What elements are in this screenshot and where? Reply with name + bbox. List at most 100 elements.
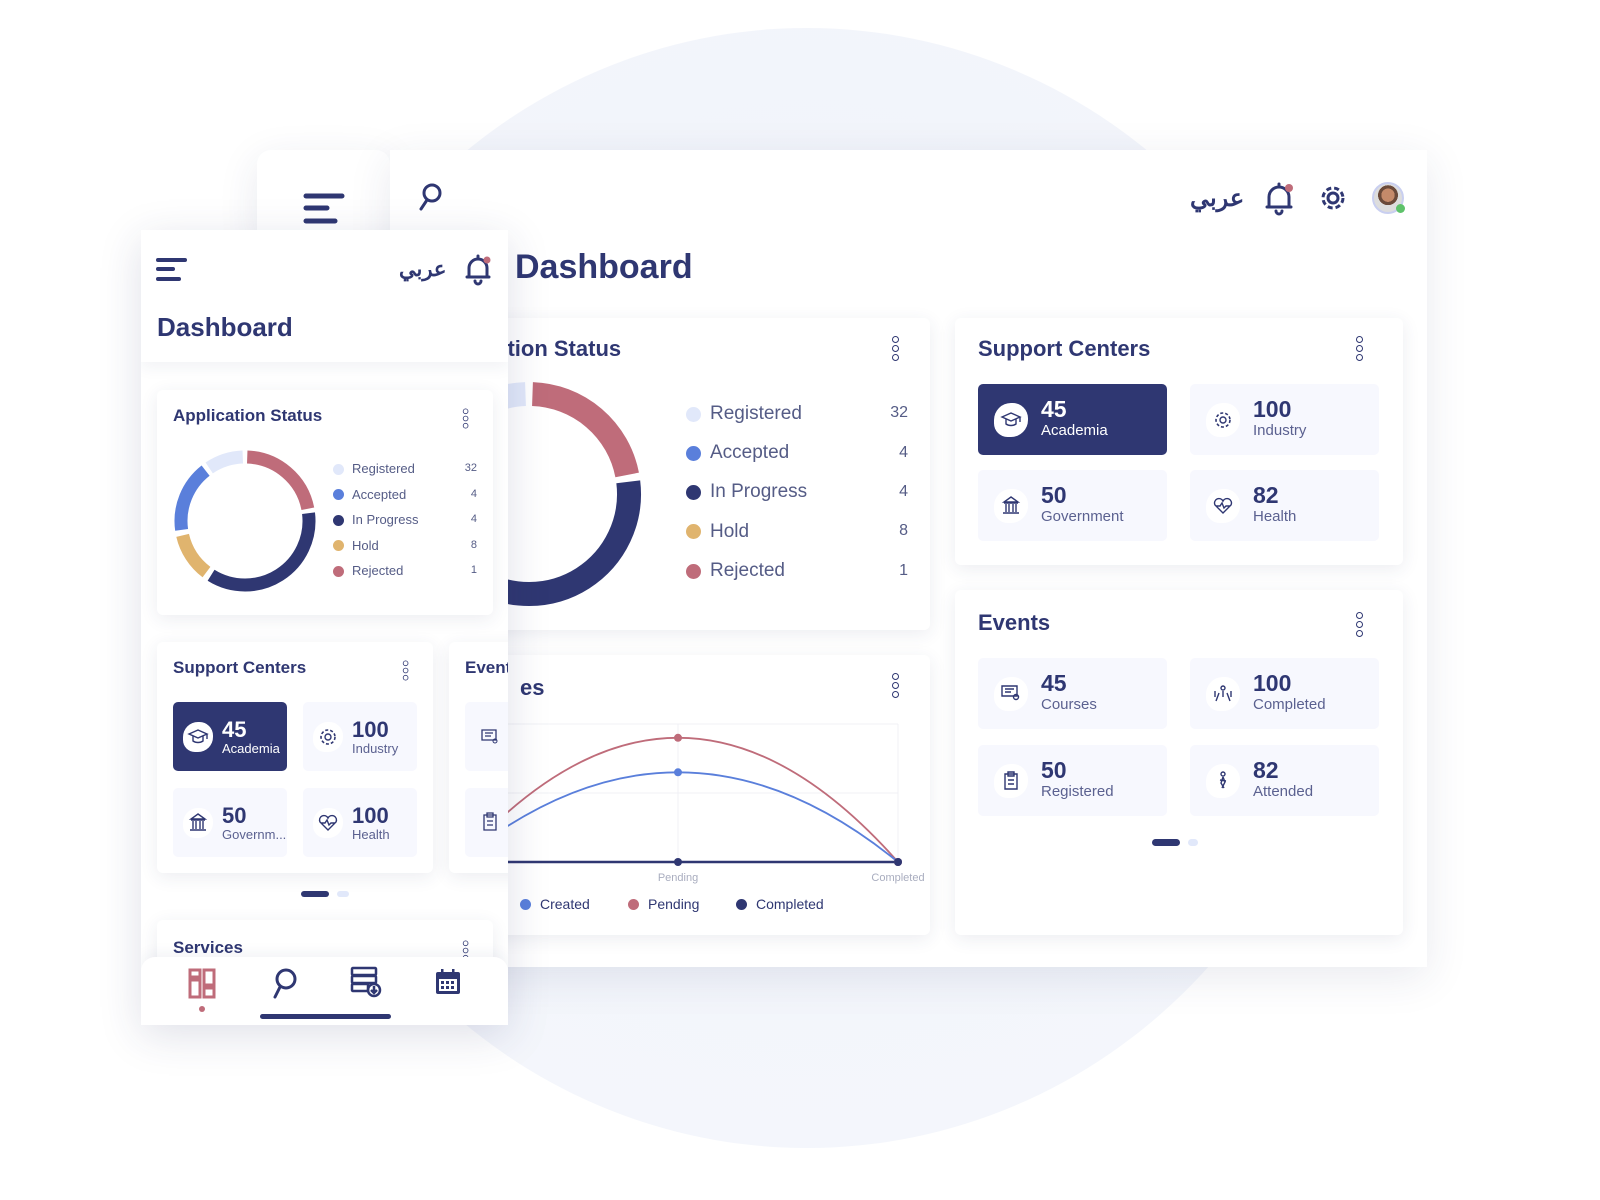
presentation-icon: [481, 729, 498, 744]
legend-value: 32: [890, 404, 908, 422]
support-center-tile[interactable]: 100 Industry: [303, 702, 417, 771]
donut-segment-rejected: [531, 382, 639, 478]
tile-value: 45: [1041, 396, 1067, 422]
legend-dot: [686, 406, 701, 422]
more-options-icon[interactable]: [402, 660, 409, 681]
data-point-completed[interactable]: [894, 858, 902, 866]
carousel-dot[interactable]: [337, 891, 349, 897]
legend-label[interactable]: Pending: [648, 896, 700, 912]
mobile-header: عربي Dashboard: [141, 230, 508, 362]
tile-label: Government: [1041, 508, 1124, 525]
clipboard-icon: [483, 812, 497, 831]
support-center-tile[interactable]: 45 Academia: [173, 702, 287, 771]
legend-value: 4: [470, 487, 477, 500]
bell-icon[interactable]: [464, 254, 492, 286]
legend-dot: [736, 899, 747, 910]
event-tile[interactable]: 45 Courses: [978, 658, 1167, 729]
nav-search-icon[interactable]: [270, 967, 298, 1001]
support-center-tile[interactable]: 50 Government: [978, 470, 1167, 541]
legend-dot: [686, 524, 701, 540]
icon-badge: [183, 721, 213, 752]
tile-value: 50: [1041, 757, 1067, 783]
legend-label: Accepted: [710, 441, 790, 463]
legend-label: In Progress: [352, 512, 419, 528]
support-center-tile[interactable]: 100 Health: [303, 788, 417, 857]
support-center-tile[interactable]: 100 Industry: [1190, 384, 1379, 455]
events-card: Events 45 Courses 100 Completed 50 Regis…: [955, 590, 1403, 935]
event-tile[interactable]: [465, 702, 508, 771]
support-centers-card: Support Centers 45 Academia 100 Industry…: [955, 318, 1403, 565]
bell-icon[interactable]: [1264, 182, 1294, 216]
online-status-dot: [1396, 204, 1405, 213]
government-building-icon: [188, 812, 208, 831]
legend-label: Accepted: [352, 486, 407, 502]
legend-label[interactable]: Completed: [756, 896, 824, 912]
graduation-cap-icon: [187, 728, 209, 743]
event-tile[interactable]: 50 Registered: [978, 745, 1167, 816]
language-toggle[interactable]: عربي: [1190, 185, 1245, 212]
donut-segment-rejected: [246, 450, 315, 511]
tile-value: 82: [1253, 482, 1279, 508]
legend-label: Rejected: [352, 563, 404, 579]
tile-value: 100: [352, 803, 389, 828]
tile-value: 45: [1041, 670, 1067, 696]
hamburger-icon[interactable]: [303, 193, 345, 225]
event-tile[interactable]: 82 Attended: [1190, 745, 1379, 816]
tile-label: Attended: [1253, 783, 1314, 800]
more-options-icon[interactable]: [892, 336, 900, 361]
graduation-cap-icon: [1000, 411, 1022, 426]
event-tile[interactable]: [465, 788, 508, 857]
group-icon: [1214, 684, 1232, 701]
icon-badge: [1206, 488, 1240, 523]
avatar[interactable]: [1372, 182, 1405, 214]
support-center-tile[interactable]: 82 Health: [1190, 470, 1379, 541]
more-options-icon[interactable]: [892, 673, 900, 698]
more-options-icon[interactable]: [462, 408, 469, 429]
tile-label: Industry: [352, 741, 399, 756]
carousel-dot[interactable]: [1188, 839, 1198, 846]
legend-dot: [686, 485, 701, 501]
icon-badge: [1206, 402, 1240, 437]
data-point-completed[interactable]: [674, 858, 682, 866]
legend-value: 8: [899, 522, 908, 540]
tile-label: Courses: [1041, 696, 1097, 713]
legend-label: In Progress: [710, 481, 808, 503]
event-tile[interactable]: 100 Completed: [1190, 658, 1379, 729]
legend-label[interactable]: Created: [540, 896, 590, 912]
data-point-created[interactable]: [674, 768, 682, 777]
language-toggle[interactable]: عربي: [399, 258, 447, 281]
heart-pulse-icon: [1213, 497, 1233, 514]
card-title: Support Centers: [978, 336, 1151, 361]
legend-dot: [333, 463, 344, 475]
nav-calendar-icon[interactable]: [433, 967, 463, 997]
search-icon[interactable]: [418, 182, 444, 212]
card-title: Application Status: [173, 406, 323, 425]
card-title: es: [520, 675, 545, 700]
hamburger-icon[interactable]: [156, 258, 188, 282]
support-center-tile[interactable]: 45 Academia: [978, 384, 1167, 455]
legend-dot: [333, 514, 344, 526]
tile-label: Health: [352, 827, 390, 842]
legend-label: Hold: [710, 520, 750, 542]
nav-dashboard[interactable]: [185, 967, 219, 1012]
nav-services-icon[interactable]: [349, 965, 383, 999]
icon-badge: [183, 807, 213, 838]
tile-value: 100: [352, 717, 389, 742]
carousel-dot-active[interactable]: [301, 891, 329, 897]
legend-dot: [628, 899, 639, 910]
more-options-icon[interactable]: [1356, 612, 1364, 637]
gear-icon[interactable]: [1318, 183, 1348, 213]
more-options-icon[interactable]: [1356, 336, 1364, 361]
legend-value: 32: [464, 462, 477, 475]
donut-segment-registered: [205, 450, 244, 474]
gear-icon: [1215, 411, 1231, 428]
carousel-dot-active[interactable]: [1152, 839, 1180, 846]
support-center-tile[interactable]: 50 Governm...: [173, 788, 287, 857]
tile-label: Health: [1253, 508, 1297, 525]
dashboard-icon: [188, 968, 216, 999]
legend-value: 8: [470, 538, 477, 551]
data-point-pending[interactable]: [674, 733, 682, 742]
tile-value: 82: [1253, 757, 1279, 783]
events-card: Event: [449, 642, 508, 873]
legend-value: 1: [899, 561, 908, 579]
